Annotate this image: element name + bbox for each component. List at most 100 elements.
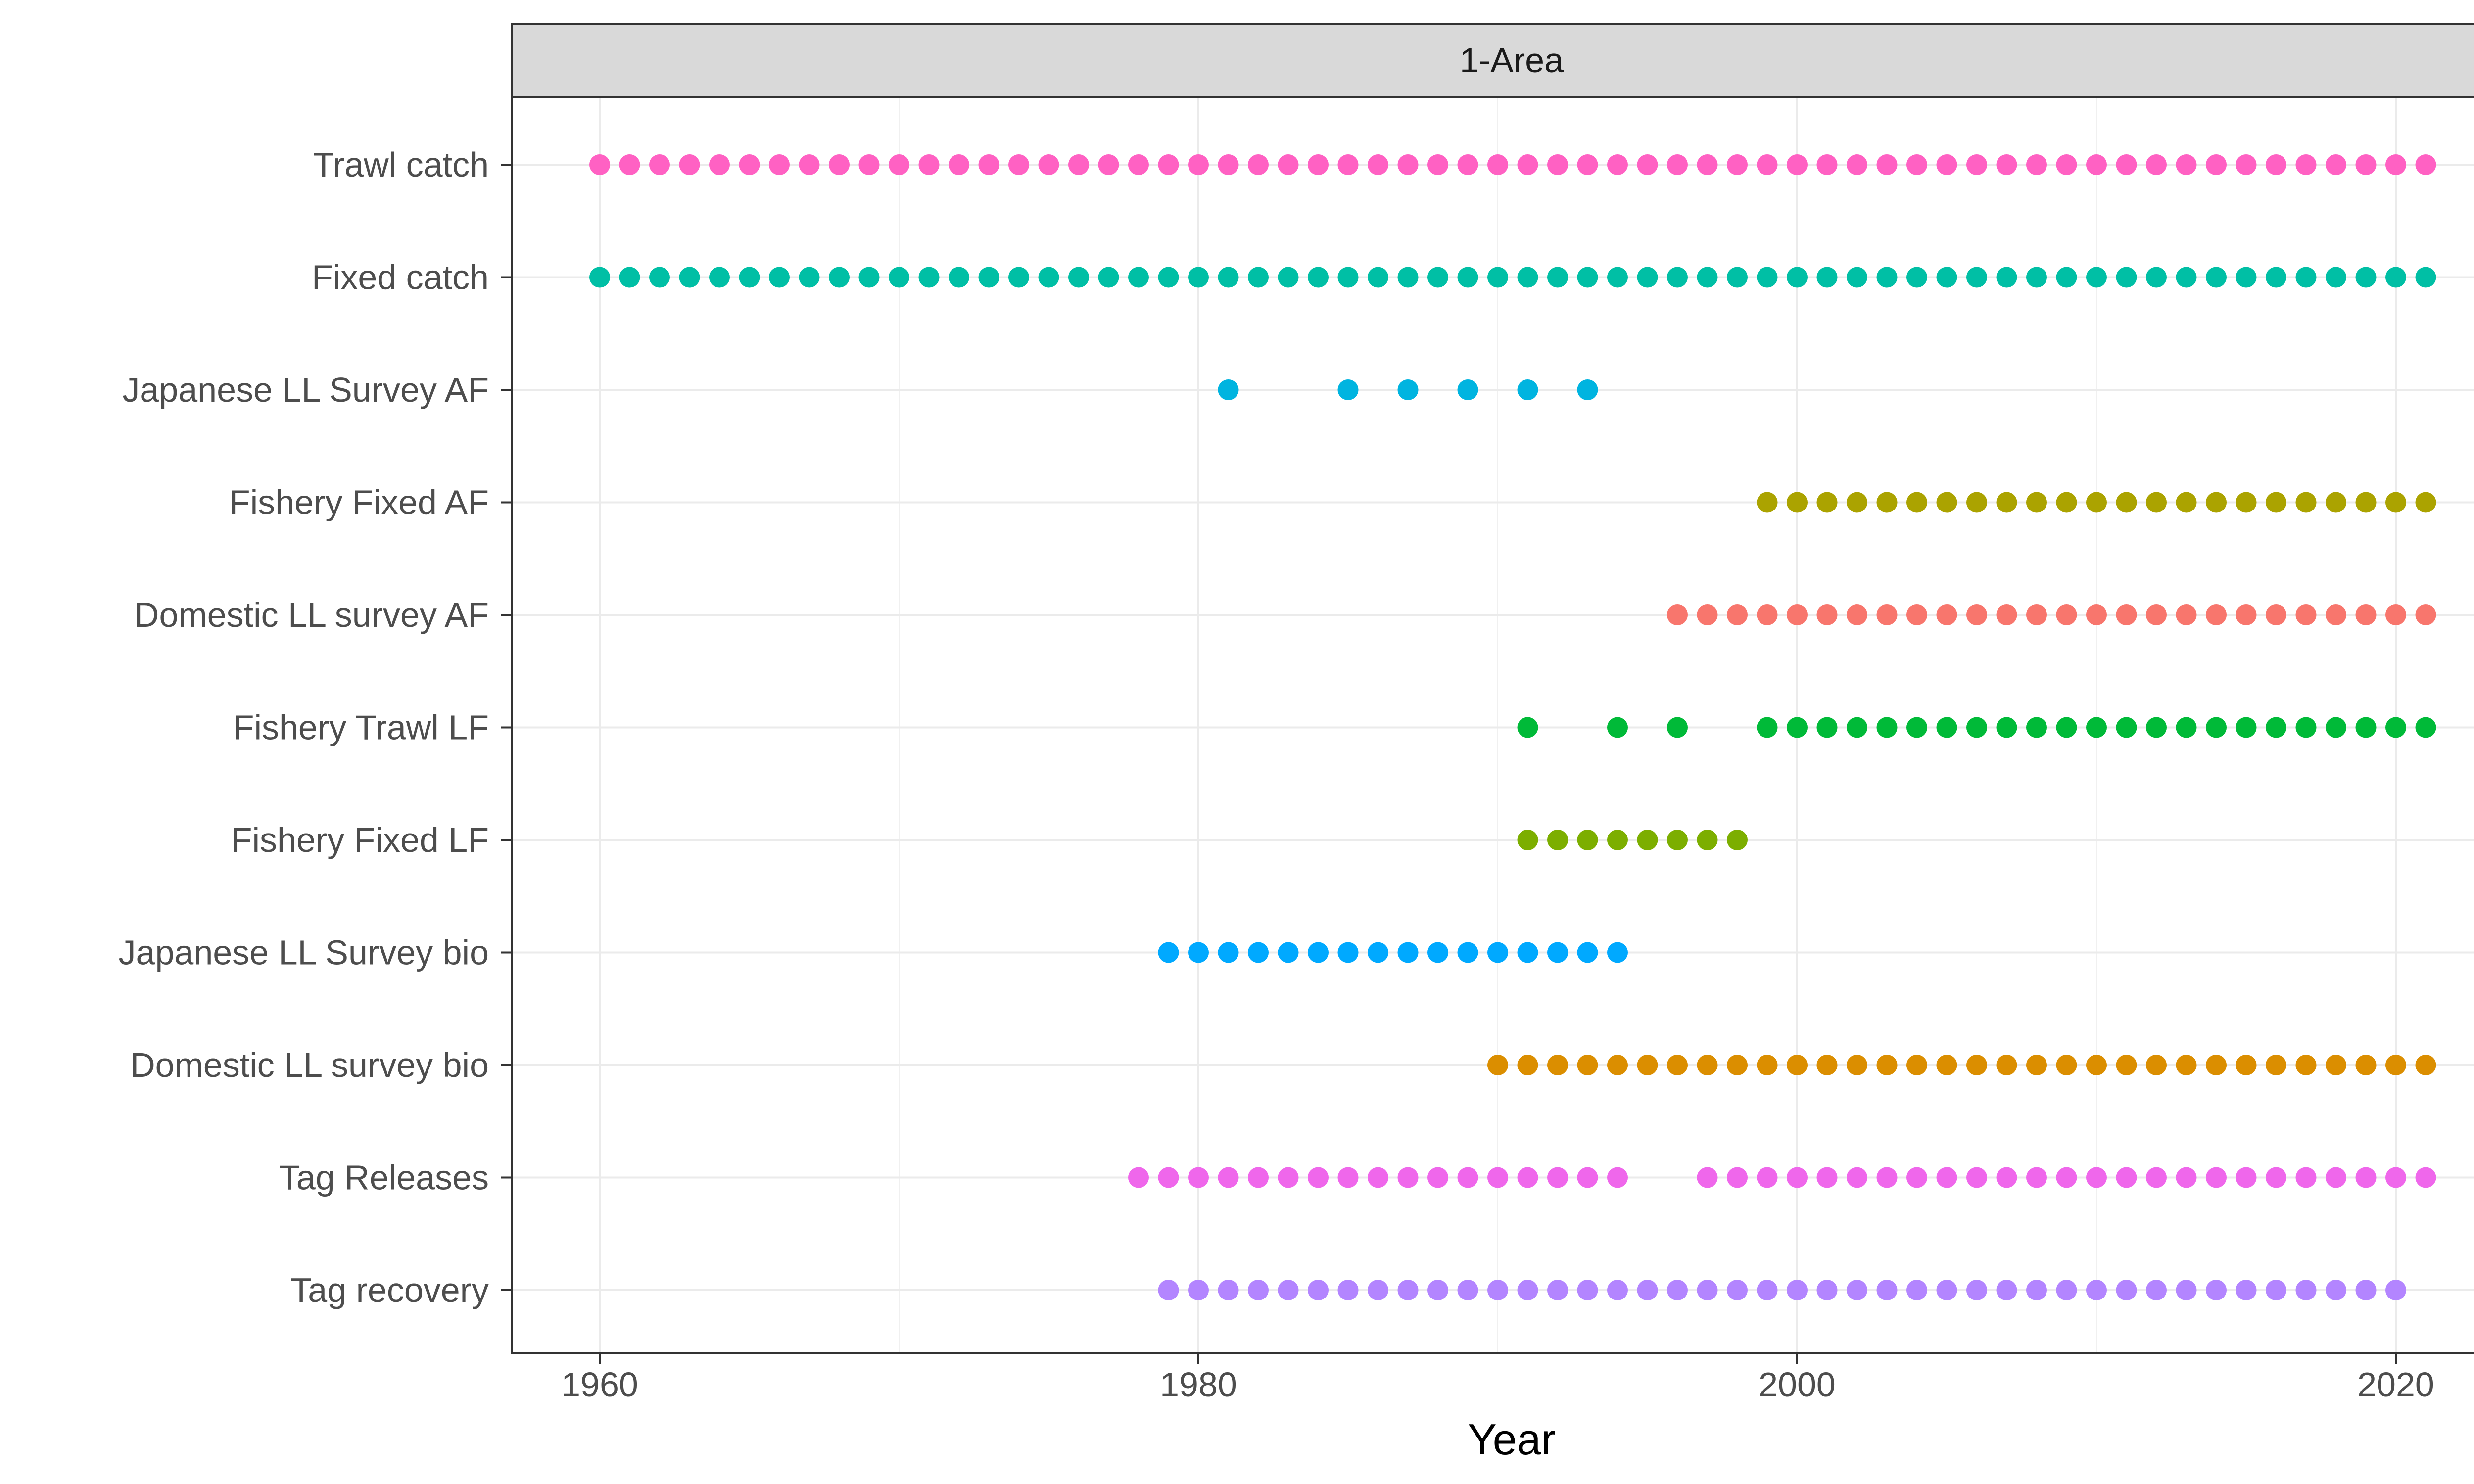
- data-point: [1847, 154, 1867, 175]
- data-point: [2146, 492, 2167, 513]
- data-point: [1847, 1280, 1867, 1300]
- data-point: [1996, 717, 2017, 738]
- data-point: [1158, 1280, 1179, 1300]
- data-point: [1308, 1167, 1329, 1188]
- data-point: [2385, 1055, 2406, 1075]
- data-point: [1487, 1280, 1508, 1300]
- data-point: [2026, 492, 2047, 513]
- data-point: [1966, 1167, 1987, 1188]
- data-point: [2295, 1167, 2317, 1188]
- data-point: [1787, 492, 1808, 513]
- data-point: [1188, 267, 1209, 288]
- data-point: [1787, 1280, 1808, 1300]
- data-point: [2116, 1055, 2137, 1075]
- data-point: [679, 267, 700, 288]
- series-9: [1128, 1167, 2436, 1188]
- data-point: [1996, 1167, 2017, 1188]
- data-point: [1847, 604, 1867, 625]
- data-point: [769, 154, 790, 175]
- data-point: [1876, 492, 1898, 513]
- data-point: [1876, 717, 1898, 738]
- data-point: [1308, 1280, 1329, 1300]
- data-point: [1607, 267, 1628, 288]
- data-point: [1667, 267, 1688, 288]
- data-point: [2385, 1280, 2406, 1300]
- data-point: [1547, 942, 1568, 963]
- data-point: [1906, 154, 1927, 175]
- data-point: [1188, 942, 1209, 963]
- data-point: [1757, 1167, 1778, 1188]
- data-point: [1607, 830, 1628, 850]
- data-point: [1757, 1055, 1778, 1075]
- data-point: [1547, 154, 1568, 175]
- data-point: [2056, 717, 2077, 738]
- data-point: [1487, 154, 1508, 175]
- data-point: [1966, 604, 1987, 625]
- data-point: [2236, 1055, 2257, 1075]
- data-point: [978, 154, 999, 175]
- data-point: [2236, 492, 2257, 513]
- data-point: [949, 267, 969, 288]
- data-point: [1337, 267, 1359, 288]
- data-point: [1667, 830, 1688, 850]
- data-point: [709, 154, 730, 175]
- data-point: [1457, 379, 1478, 400]
- data-point: [1966, 154, 1987, 175]
- data-point: [1158, 154, 1179, 175]
- y-tick-label: Domestic LL survey AF: [134, 596, 489, 634]
- data-point: [1906, 1167, 1927, 1188]
- data-point: [1966, 1055, 1987, 1075]
- data-point: [2295, 1055, 2317, 1075]
- data-point: [1757, 717, 1778, 738]
- data-point: [1008, 267, 1029, 288]
- data-point: [1816, 154, 1838, 175]
- data-point: [2295, 604, 2317, 625]
- data-point: [1397, 154, 1419, 175]
- data-point: [2146, 154, 2167, 175]
- data-point: [1517, 379, 1538, 400]
- data-point: [2146, 1055, 2167, 1075]
- data-point: [2146, 604, 2167, 625]
- data-point: [1906, 1280, 1927, 1300]
- data-point: [1517, 1280, 1538, 1300]
- data-point: [1787, 717, 1808, 738]
- data-point: [2026, 154, 2047, 175]
- data-point: [2086, 717, 2107, 738]
- data-point: [2326, 267, 2346, 288]
- data-point: [2146, 717, 2167, 738]
- data-point: [2176, 717, 2197, 738]
- y-tick-label: Fixed catch: [312, 258, 489, 297]
- data-point: [2026, 1055, 2047, 1075]
- data-point: [2056, 154, 2077, 175]
- data-point: [1308, 942, 1329, 963]
- data-point: [1876, 604, 1898, 625]
- data-point: [2355, 1280, 2377, 1300]
- data-point: [2176, 1055, 2197, 1075]
- data-point: [1816, 267, 1838, 288]
- data-point: [1278, 154, 1299, 175]
- data-point: [1517, 154, 1538, 175]
- data-point: [829, 267, 850, 288]
- data-point: [2236, 1280, 2257, 1300]
- data-point: [1906, 717, 1927, 738]
- data-point: [1158, 1167, 1179, 1188]
- data-point: [949, 154, 969, 175]
- data-point: [1427, 942, 1448, 963]
- data-point: [2116, 154, 2137, 175]
- data-point: [1397, 267, 1419, 288]
- series-5: [1517, 717, 2436, 738]
- data-point: [1008, 154, 1029, 175]
- data-point: [1607, 717, 1628, 738]
- data-point: [2056, 604, 2077, 625]
- data-point: [2355, 492, 2377, 513]
- data-point: [2236, 267, 2257, 288]
- data-point: [2326, 604, 2346, 625]
- data-point: [2355, 604, 2377, 625]
- data-point: [1397, 379, 1419, 400]
- data-point: [2056, 492, 2077, 513]
- data-point: [2206, 492, 2227, 513]
- data-point: [2326, 154, 2346, 175]
- y-tick-label: Japanese LL Survey bio: [119, 933, 489, 972]
- series-1: [589, 267, 2436, 288]
- data-point: [1697, 604, 1718, 625]
